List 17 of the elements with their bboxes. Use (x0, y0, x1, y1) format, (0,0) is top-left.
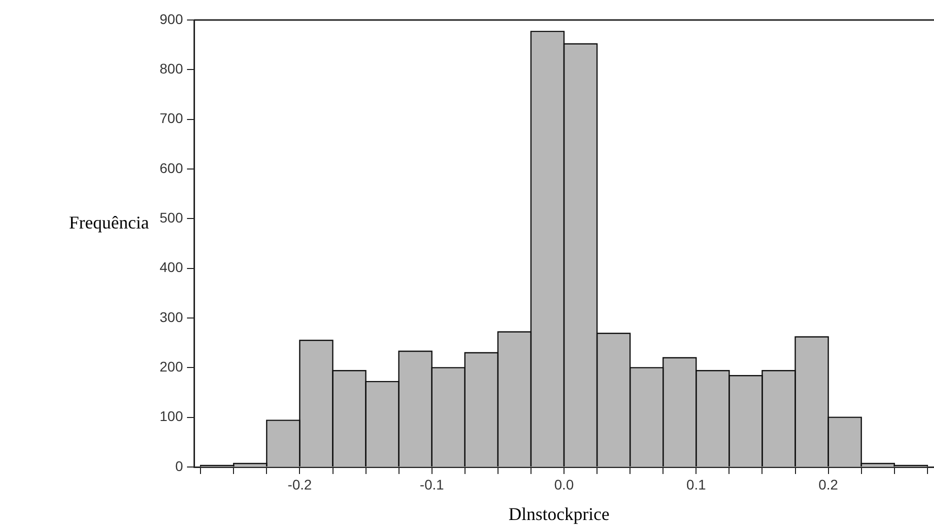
x-tick-label: 0.1 (686, 476, 706, 492)
x-tick-label: 0.2 (818, 476, 838, 492)
x-tick-label: 0.0 (554, 476, 574, 492)
y-tick-label: 300 (160, 308, 184, 325)
y-tick-label: 0 (175, 458, 184, 474)
y-tick-label: 700 (160, 110, 184, 126)
y-tick-label: 800 (160, 60, 184, 77)
x-tick-label: -0.2 (288, 476, 312, 492)
y-tick-label: 100 (160, 408, 184, 424)
y-tick-label: 900 (160, 10, 184, 27)
x-tick-label: -0.1 (420, 476, 444, 492)
x-axis-title: Dlnstockprice (508, 504, 610, 524)
y-tick-label: 200 (160, 358, 184, 375)
y-axis-title: Frequência (69, 212, 150, 233)
y-tick-label: 500 (160, 210, 184, 226)
y-tick-label: 600 (160, 160, 184, 176)
y-tick-label: 400 (160, 259, 184, 276)
